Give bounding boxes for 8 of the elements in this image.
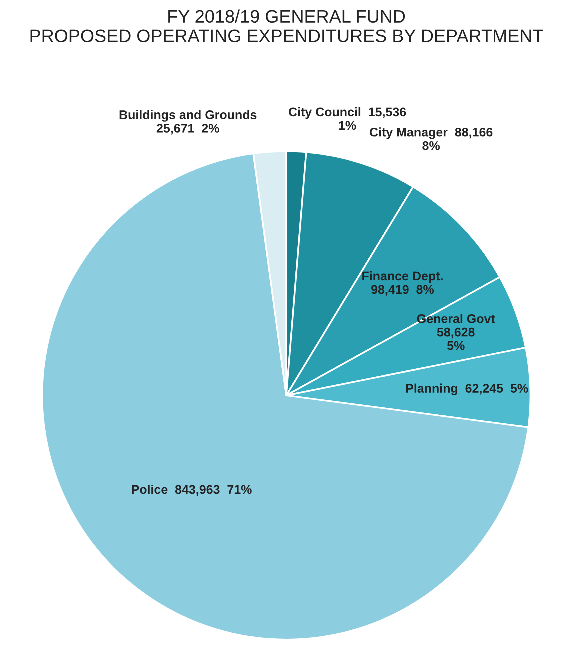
data-label: 58,628 5%: [437, 328, 475, 350]
chart-title: FY 2018/19 GENERAL FUND PROPOSED OPERATING EXPENDITURES BY DEPARTMENT: [30, 10, 544, 42]
slice-label: Police 843,963 71%: [132, 484, 252, 496]
slice-label: Buildings and Grounds: [120, 110, 257, 122]
data-label: 98,419 8%: [372, 285, 434, 296]
slice-label: Finance Dept.: [362, 271, 443, 284]
data-label: 25,671 2%: [156, 124, 220, 135]
slice-label: Planning 62,245 5%: [406, 384, 528, 396]
